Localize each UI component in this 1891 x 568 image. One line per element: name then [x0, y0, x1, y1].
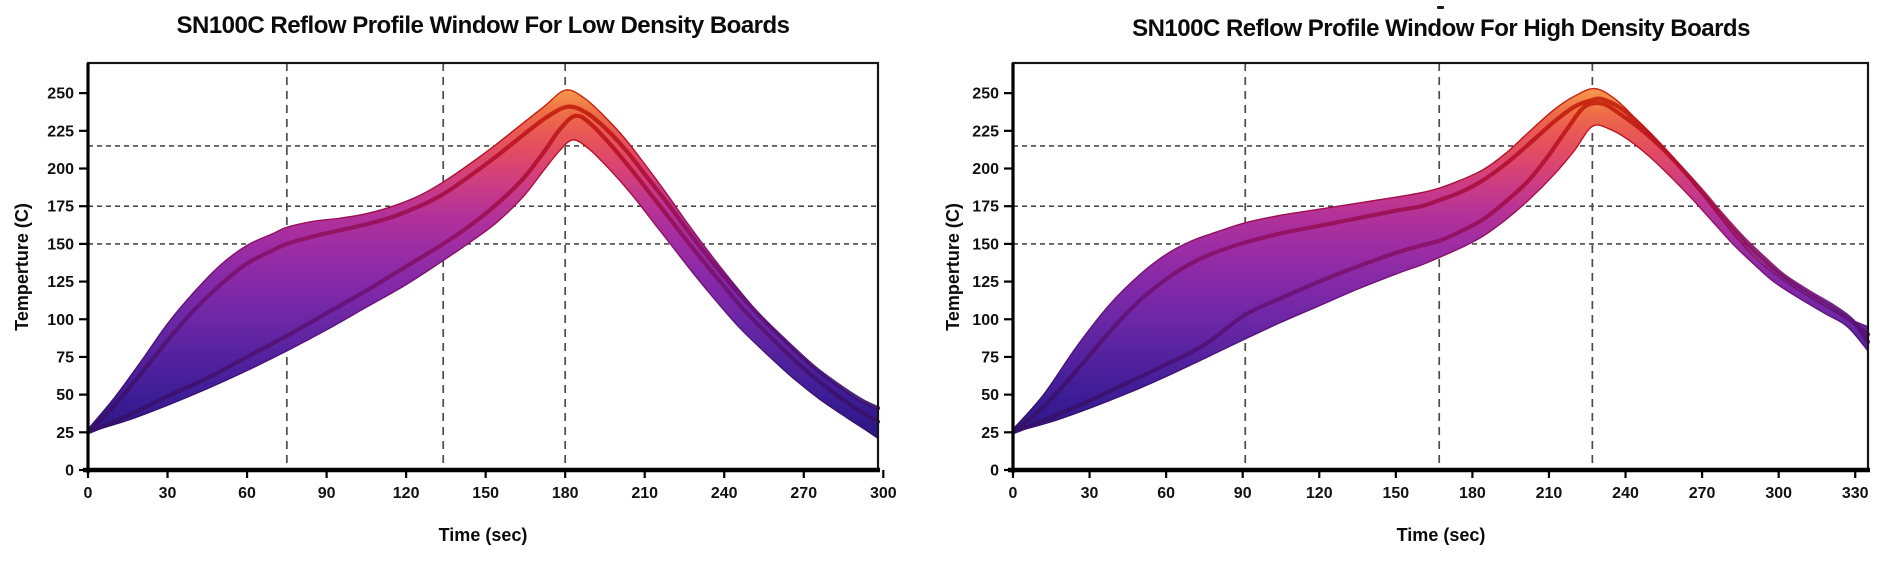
y-axis-title: Temperture (C)	[12, 203, 32, 331]
plot-layer: 0 30 60 90 120 150 180 210 240 270 300 330 0 25 50 75 10…	[972, 61, 1871, 502]
y-tick-label: 225	[972, 123, 999, 140]
y-tick-label: 175	[47, 199, 74, 216]
x-tick-label: 180	[1459, 485, 1486, 502]
plot-layer: 0 30 60 90 120 150 180 210 240 270 300 0 25 50 75 100 12…	[47, 61, 897, 502]
x-tick-label: 180	[552, 485, 579, 502]
y-tick-label: 25	[56, 425, 74, 442]
y-tick-label: 175	[972, 199, 999, 216]
x-tick-label: 240	[711, 485, 738, 502]
y-tick-label: 0	[990, 463, 999, 480]
y-tick-label: 50	[56, 387, 74, 404]
slow-ramp-profile-line	[1010, 100, 1871, 435]
y-tick-label: 150	[972, 236, 999, 253]
x-tick-label: 0	[1009, 485, 1018, 502]
x-tick-label: 30	[159, 485, 177, 502]
plot-border	[1011, 61, 1870, 472]
x-tick-label: 210	[1536, 485, 1563, 502]
chart-high-density-svg: 0 30 60 90 120 150 180 210 240 270 300 330 0 25 50 75 10…	[945, 15, 1871, 545]
y-tick-label: 100	[972, 312, 999, 329]
plot-border	[86, 61, 880, 472]
y-tick-label: 250	[47, 86, 74, 103]
x-tick-label: 300	[1765, 485, 1792, 502]
x-axis-title: Time (sec)	[439, 525, 528, 545]
y-tick-label: 250	[972, 86, 999, 103]
y-tick-label: 25	[981, 425, 999, 442]
y-axis-title: Temperture (C)	[945, 203, 963, 331]
x-tick-label: 60	[238, 485, 256, 502]
chart-title: SN100C Reflow Profile Window For High De…	[1132, 15, 1750, 42]
x-tick-label: 30	[1081, 485, 1099, 502]
process-window-band	[87, 89, 879, 440]
x-tick-label: 90	[1234, 485, 1252, 502]
y-tick-label: 200	[972, 161, 999, 178]
y-tick-label: 0	[65, 463, 74, 480]
y-tick-label: 100	[47, 312, 74, 329]
y-tick-label: 225	[47, 123, 74, 140]
x-tick-label: 330	[1842, 485, 1869, 502]
x-tick-label: 150	[472, 485, 499, 502]
x-tick-label: 270	[1689, 485, 1716, 502]
fast-ramp-profile-line	[85, 104, 881, 435]
stray-ink-mark	[1437, 6, 1444, 9]
x-tick-label: 60	[1157, 485, 1175, 502]
x-tick-label: 240	[1612, 485, 1639, 502]
x-tick-label: 300	[870, 485, 897, 502]
x-tick-label: 120	[1306, 485, 1333, 502]
x-tick-label: 90	[318, 485, 336, 502]
y-tick-label: 125	[47, 274, 74, 291]
x-tick-label: 150	[1382, 485, 1409, 502]
y-tick-label: 75	[56, 349, 74, 366]
x-tick-label: 120	[393, 485, 420, 502]
fast-ramp-profile-line	[1010, 96, 1871, 435]
y-tick-label: 125	[972, 274, 999, 291]
x-tick-label: 0	[84, 485, 93, 502]
x-axis-title: Time (sec)	[1397, 525, 1486, 545]
y-tick-label: 150	[47, 236, 74, 253]
chart-low-density-svg: 0 30 60 90 120 150 180 210 240 270 300 0 25 50 75 100 12…	[12, 12, 897, 545]
x-tick-label: 270	[790, 485, 817, 502]
chart-title: SN100C Reflow Profile Window For Low Den…	[176, 12, 789, 39]
x-tick-label: 210	[631, 485, 658, 502]
y-tick-label: 50	[981, 387, 999, 404]
slow-ramp-profile-line	[85, 113, 881, 435]
y-tick-label: 200	[47, 161, 74, 178]
process-window-band	[1012, 87, 1869, 434]
y-tick-label: 75	[981, 349, 999, 366]
